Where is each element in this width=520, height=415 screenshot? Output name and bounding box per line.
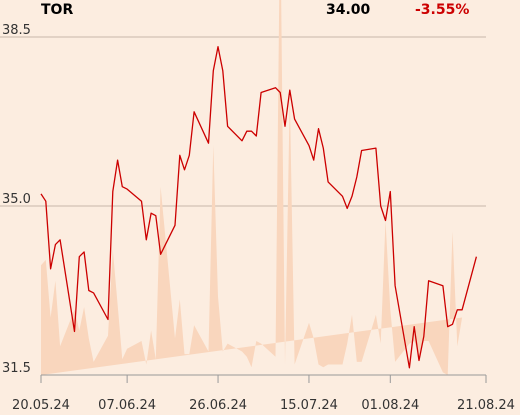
x-axis-labels: 20.05.24 07.06.24 26.06.24 15.07.24 01.08.24…: [12, 398, 515, 413]
grid-lines: [0, 36, 486, 207]
x-tick-label: 20.05.24: [12, 398, 70, 413]
volume-area: [41, 0, 463, 375]
price-change-percent: -3.55%: [415, 2, 470, 18]
y-axis-labels: 38.5 35.0 31.5: [2, 23, 31, 376]
volume-area-shape: [41, 0, 463, 375]
x-tick-label: 15.07.24: [280, 398, 338, 413]
price-line: [40, 46, 478, 369]
y-tick-label: 38.5: [2, 23, 31, 38]
price-line-layer: [40, 46, 478, 369]
y-tick-label: 31.5: [2, 361, 31, 376]
x-tick-label: 26.06.24: [189, 398, 247, 413]
x-tick-label: 07.06.24: [98, 398, 156, 413]
x-axis: [40, 374, 487, 383]
y-tick-label: 35.0: [2, 192, 31, 207]
x-tick-label: 01.08.24: [361, 398, 419, 413]
last-price: 34.00: [326, 2, 371, 18]
ticker-symbol: TOR: [41, 2, 74, 18]
x-tick-label: 21.08.24: [457, 398, 515, 413]
